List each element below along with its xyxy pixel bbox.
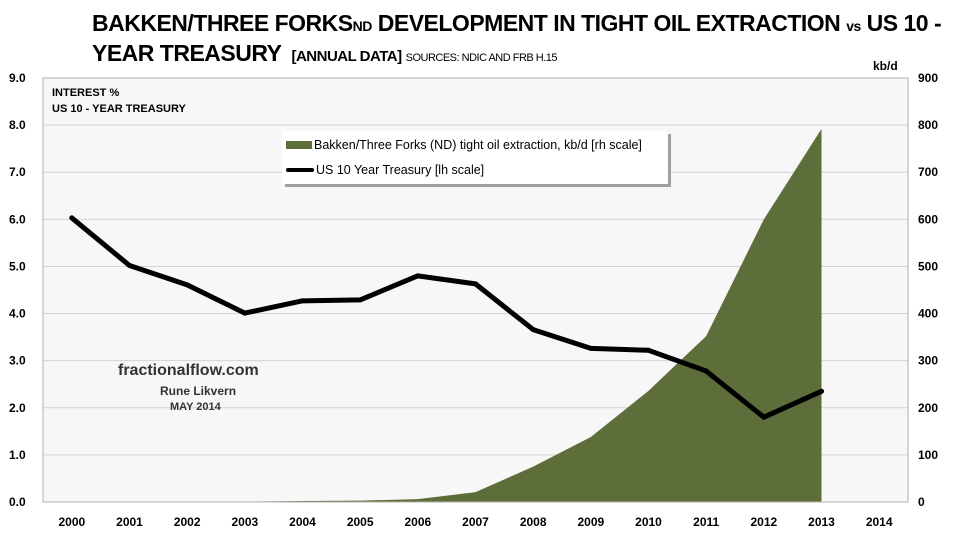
left-tick-label: 0.0 [9,495,26,509]
right-axis-ticks: 0 100 200 300 400 500 600 700 800 900 [918,71,938,509]
left-tick-label: 1.0 [9,448,26,462]
left-tick-label: 5.0 [9,259,26,273]
x-tick-label: 2001 [116,515,143,529]
right-tick-label: 900 [918,71,938,85]
left-tick-label: 8.0 [9,118,26,132]
legend-label: US 10 Year Treasury [lh scale] [316,163,485,177]
x-tick-label: 2007 [462,515,489,529]
x-tick-label: 2011 [693,515,719,529]
x-tick-label: 2010 [635,515,662,529]
x-axis-ticks: 2000 2001 2002 2003 2004 2005 2006 2007 2008 2009… [58,515,892,529]
treasury-point [127,263,132,269]
left-tick-label: 7.0 [9,165,26,179]
x-tick-label: 2008 [520,515,547,529]
right-tick-label: 700 [918,165,938,179]
credit-date: MAY 2014 [170,401,221,413]
left-axis-ticks: 0.0 1.0 2.0 3.0 4.0 5.0 6.0 7.0 8.0 9.0 [9,71,26,509]
chart-title-line-1: BAKKEN/THREE FORKSND DEVELOPMENT IN TIGH… [92,10,942,37]
bakken-area-series [71,128,822,502]
treasury-point [473,281,478,287]
left-tick-label: 2.0 [9,401,26,415]
left-tick-label: 6.0 [9,212,26,226]
title-sources: SOURCES: NDIC AND FRB H.15 [405,52,558,64]
treasury-line-series [69,215,824,420]
right-tick-label: 300 [918,354,938,368]
x-tick-label: 2004 [289,515,316,529]
x-tick-label: 2005 [347,515,374,529]
legend-swatch-line [286,168,314,172]
plot-border [42,77,909,503]
treasury-point [703,368,709,374]
right-tick-label: 800 [918,118,938,132]
right-axis-unit: kb/d [873,59,898,73]
chart-title-line-2: YEAR TREASURY [ANNUAL DATA] SOURCES: NDIC … [92,40,558,67]
legend-swatch-area [286,141,312,149]
left-tick-label: 9.0 [9,71,26,85]
legend-item-bakken: Bakken/Three Forks (ND) tight oil extrac… [286,138,642,152]
title-text: YEAR TREASURY [92,40,282,66]
right-tick-label: 0 [918,495,925,509]
x-tick-label: 2006 [404,515,431,529]
x-tick-label: 2009 [577,515,604,529]
left-axis-label: INTEREST % [52,87,119,99]
left-axis-sublabel: US 10 - YEAR TREASURY [52,103,187,115]
left-tick-label: 3.0 [9,354,26,368]
title-subscript: ND [352,18,373,34]
right-tick-label: 500 [918,259,938,273]
right-tick-label: 400 [918,307,938,321]
title-vs: vs [846,18,861,34]
legend: Bakken/Three Forks (ND) tight oil extrac… [282,131,668,184]
title-text: US 10 - [860,10,942,36]
x-tick-label: 2003 [231,515,258,529]
credit-author: Rune Likvern [160,384,237,398]
x-tick-label: 2012 [750,515,777,529]
treasury-point [184,282,190,288]
right-tick-label: 600 [918,212,938,226]
title-text: BAKKEN/THREE FORKS [92,10,353,36]
treasury-point [530,327,536,333]
credit-site: fractionalflow.com [118,362,259,379]
legend-label: Bakken/Three Forks (ND) tight oil extrac… [314,138,642,152]
x-tick-label: 2002 [174,515,201,529]
x-tick-label: 2000 [58,515,85,529]
x-tick-label: 2013 [808,515,835,529]
title-text: DEVELOPMENT IN TIGHT OIL EXTRACTION [371,10,847,36]
treasury-point [415,273,421,279]
treasury-point [69,215,75,221]
title-annual-data: [ANNUAL DATA] [291,48,402,65]
treasury-point [300,298,305,304]
legend-item-treasury: US 10 Year Treasury [lh scale] [286,163,484,177]
treasury-point [242,310,248,316]
treasury-point [588,345,594,351]
x-tick-label: 2014 [866,515,893,529]
right-tick-label: 100 [918,448,938,462]
treasury-point [819,388,824,394]
treasury-point [646,347,651,353]
treasury-point [761,414,767,420]
left-tick-label: 4.0 [9,307,26,321]
right-tick-label: 200 [918,401,938,415]
treasury-point [357,297,363,303]
